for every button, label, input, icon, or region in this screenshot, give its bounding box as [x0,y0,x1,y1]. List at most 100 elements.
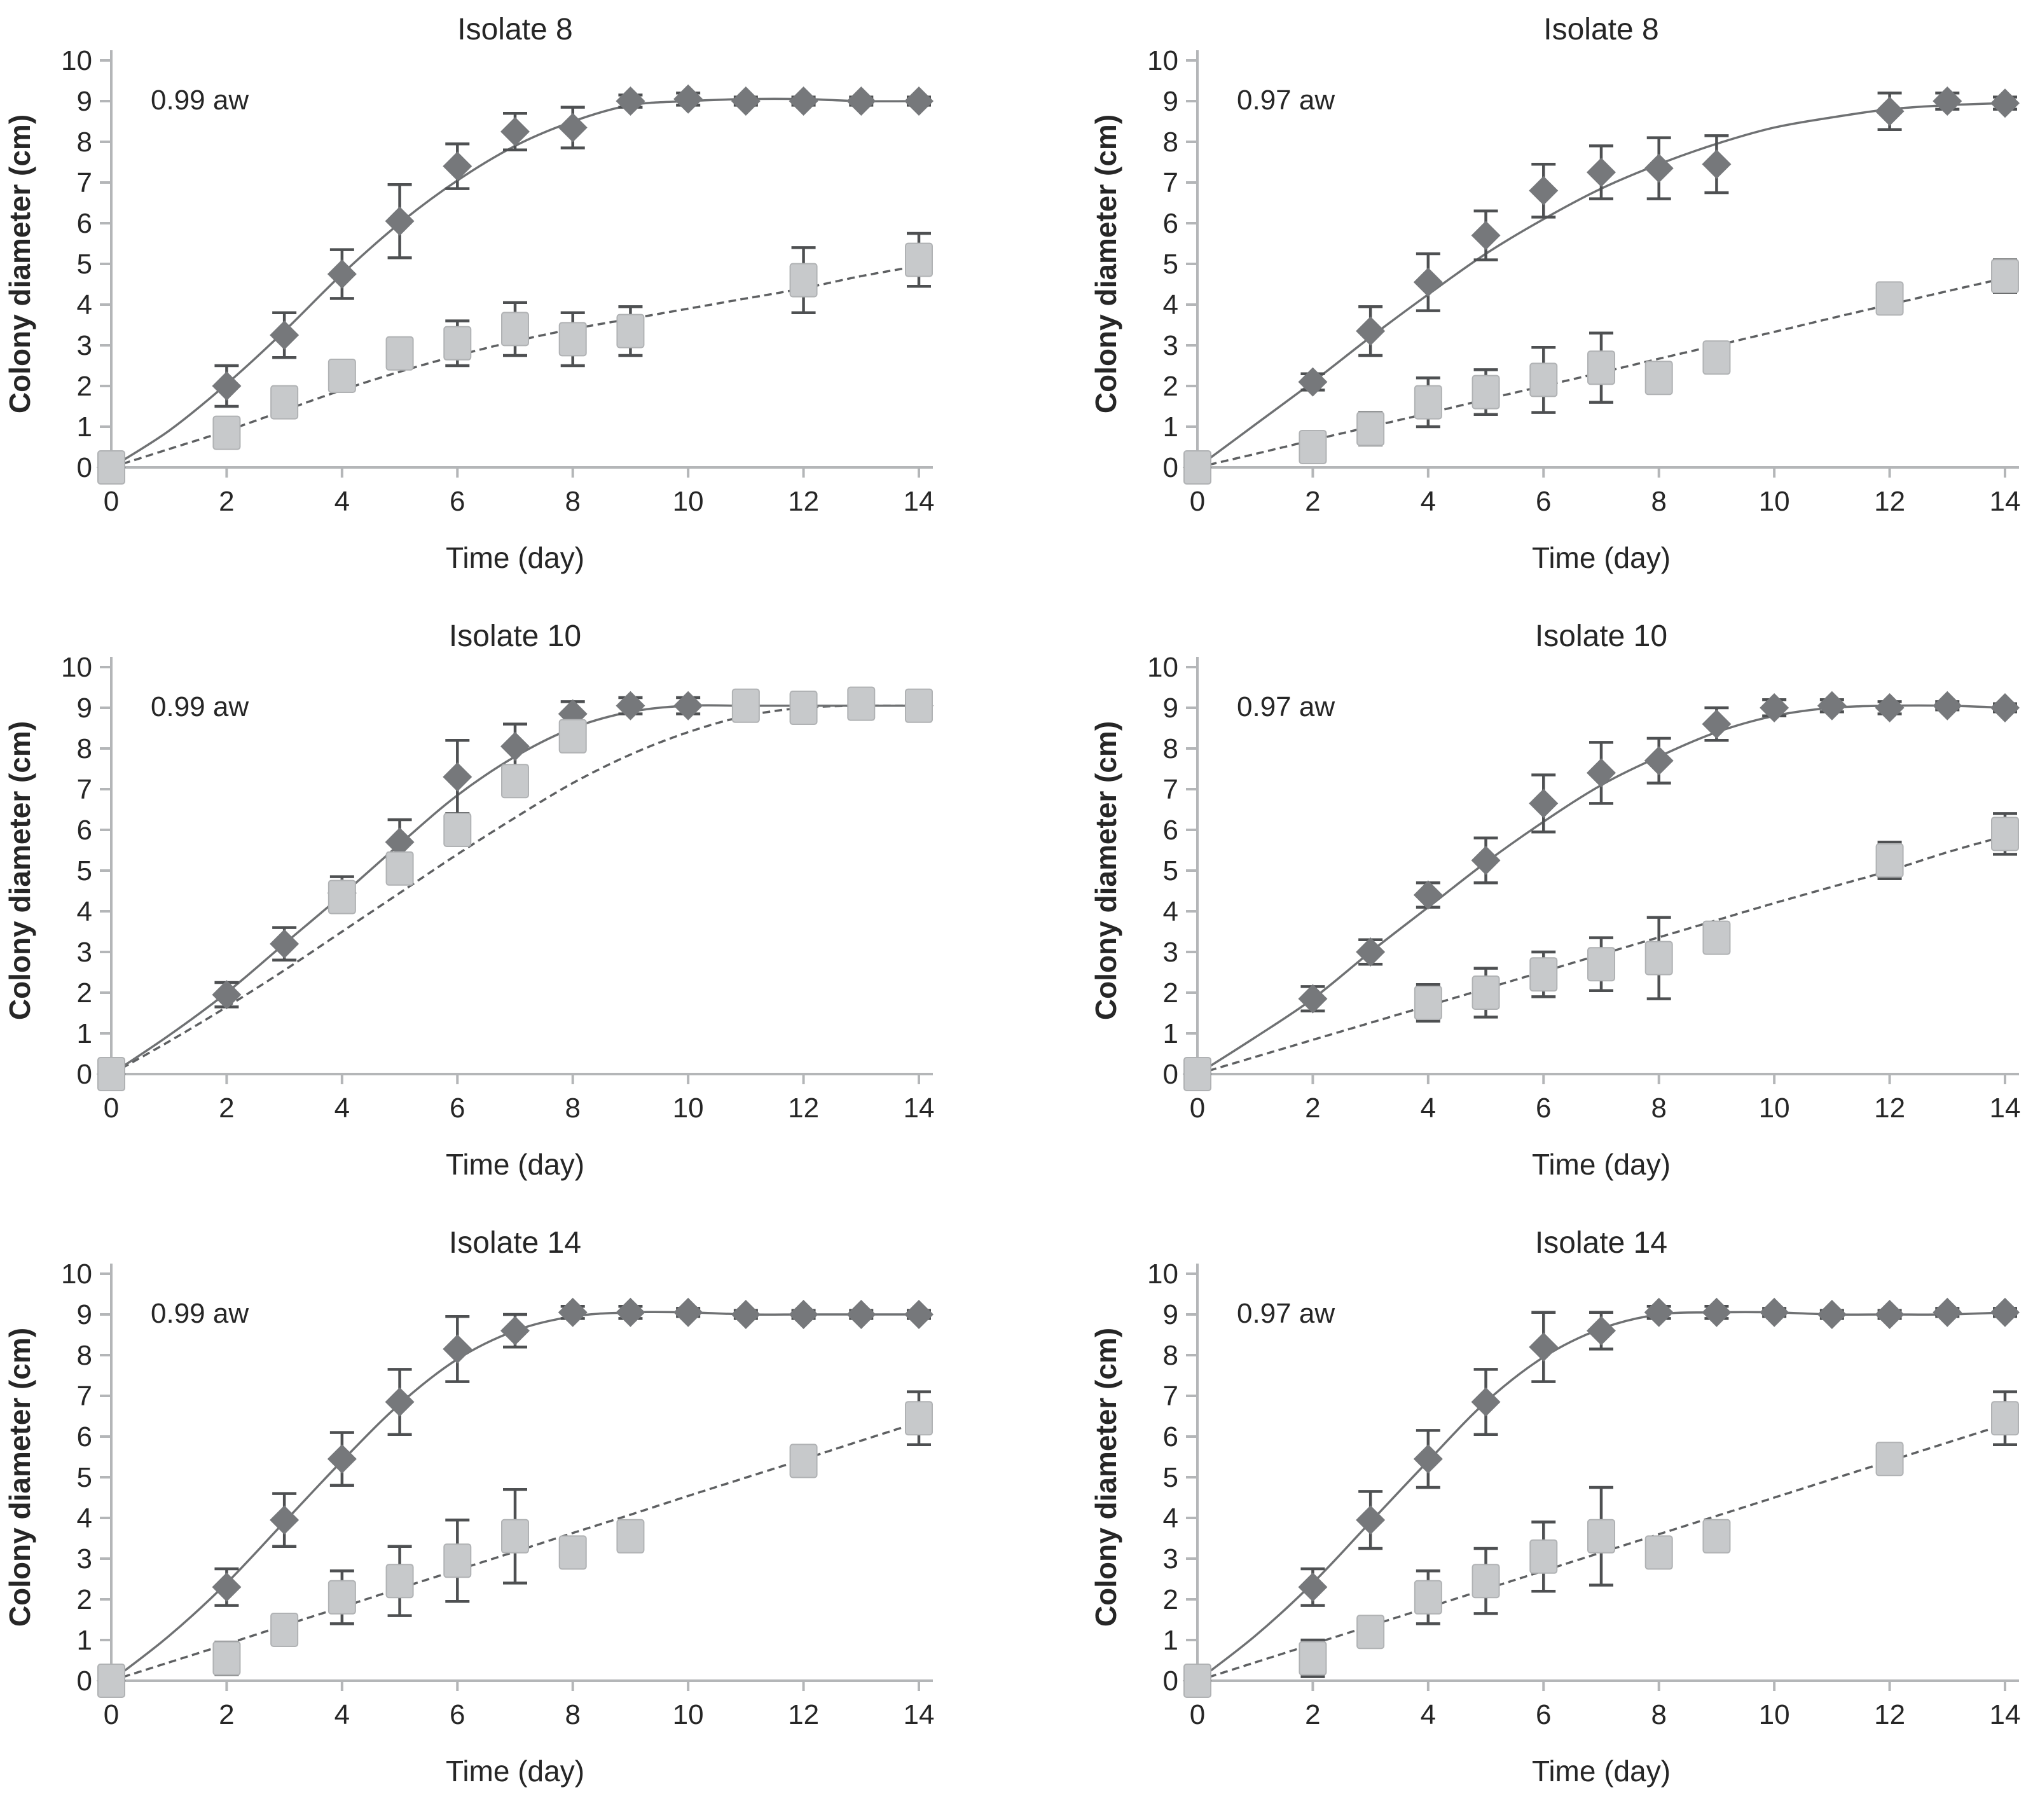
y-tick-label: 5 [1163,1462,1178,1493]
square-marker [443,813,472,847]
diamond-marker [270,1505,300,1535]
y-axis-title: Colony diameter (cm) [3,114,36,413]
y-tick-label: 8 [77,733,92,764]
x-tick-label: 10 [673,486,704,517]
square-marker [97,1057,125,1091]
fit-line-diamond [111,704,919,1075]
square-marker [1991,1401,2019,1436]
y-tick-label: 2 [1163,371,1178,402]
diamond-marker [1413,1444,1443,1474]
y-tick-label: 10 [1147,1258,1178,1290]
y-tick-label: 6 [1163,208,1178,239]
water-activity-annotation: 0.99 aw [151,85,249,116]
diamond-marker [1298,367,1328,397]
square-marker [905,242,933,277]
y-tick-label: 4 [1163,1503,1178,1534]
square-marker [501,764,529,799]
y-tick-label: 7 [77,1381,92,1412]
diamond-marker [1702,149,1732,179]
square-marker [443,1543,472,1578]
y-tick-label: 10 [1147,45,1178,76]
diamond-marker [904,1300,934,1329]
y-tick-label: 1 [1163,1018,1178,1049]
water-activity-annotation: 0.99 aw [151,691,249,722]
y-tick-label: 0 [77,452,92,483]
y-tick-label: 2 [1163,977,1178,1009]
y-tick-label: 5 [1163,855,1178,886]
square-marker [1299,1641,1327,1676]
diamond-marker [212,980,242,1010]
diamond-marker [385,827,415,857]
y-tick-label: 8 [1163,1340,1178,1371]
diamond-marker [789,1300,818,1329]
x-tick-label: 12 [1874,486,1905,517]
diamond-marker [846,86,876,116]
square-marker [212,1641,241,1676]
diamond-marker [673,691,703,720]
y-tick-label: 3 [77,330,92,361]
x-tick-label: 4 [1421,1093,1436,1124]
y-tick-label: 4 [77,289,92,321]
diamond-marker [846,1300,876,1329]
square-marker [847,686,876,721]
y-tick-label: 9 [77,86,92,117]
square-marker [501,1519,529,1554]
y-tick-label: 6 [77,1421,92,1452]
square-marker [1587,947,1615,982]
growth-chart-isolate10-099aw: Isolate 10 0 1 2 3 4 5 6 7 8 9 10 0 2 4 6 8 10 12 14 Time (d… [0,607,1013,1213]
y-tick-label: 8 [1163,733,1178,764]
x-tick-label: 0 [1190,1699,1205,1730]
diamond-marker [1990,88,2020,118]
square-marker [1875,281,1904,316]
y-tick-label: 0 [1163,1665,1178,1697]
y-tick-label: 3 [77,1543,92,1575]
x-tick-label: 6 [1536,1093,1551,1124]
diamond-marker [1356,1505,1386,1535]
diamond-marker [500,1316,530,1346]
x-tick-label: 14 [1990,1699,2021,1730]
y-tick-label: 7 [1163,167,1178,198]
square-marker [327,1580,356,1615]
y-axis-title: Colony diameter (cm) [3,721,36,1020]
square-marker [1875,843,1904,878]
diamond-marker [1817,691,1847,720]
x-tick-label: 6 [1536,486,1551,517]
square-marker [1529,957,1558,992]
x-axis-title: Time (day) [446,541,584,574]
y-tick-label: 3 [77,937,92,968]
square-marker [1644,361,1673,396]
diamond-marker [270,929,300,959]
x-tick-label: 8 [565,1093,580,1124]
square-marker [905,1401,933,1436]
y-tick-label: 7 [77,167,92,198]
y-tick-label: 7 [1163,774,1178,805]
diamond-marker [616,86,645,116]
x-tick-label: 4 [334,1699,350,1730]
y-tick-label: 0 [77,1059,92,1090]
square-marker [1471,975,1500,1010]
square-marker [905,688,933,723]
diamond-marker [1529,1332,1559,1362]
x-tick-label: 12 [1874,1093,1905,1124]
chart-title: Isolate 14 [1535,1226,1667,1260]
square-marker [1414,1580,1442,1615]
diamond-marker [558,1297,588,1327]
growth-chart-isolate14-099aw: Isolate 14 0 1 2 3 4 5 6 7 8 9 10 0 2 4 6 8 10 12 14 Time (d… [0,1213,1013,1820]
y-tick-label: 7 [1163,1381,1178,1412]
water-activity-annotation: 0.97 aw [1237,691,1335,722]
y-axis-title: Colony diameter (cm) [3,1328,36,1627]
chart-title: Isolate 8 [457,13,572,46]
y-tick-label: 5 [1163,249,1178,280]
x-tick-label: 6 [450,486,465,517]
x-tick-label: 8 [565,486,580,517]
square-marker [1529,1539,1558,1574]
diamond-marker [443,1334,472,1364]
y-tick-label: 9 [1163,86,1178,117]
y-tick-label: 10 [61,45,92,76]
x-tick-label: 0 [104,1093,119,1124]
x-tick-label: 10 [1759,1699,1790,1730]
diamond-marker [731,1300,761,1329]
diamond-marker [1356,937,1386,967]
